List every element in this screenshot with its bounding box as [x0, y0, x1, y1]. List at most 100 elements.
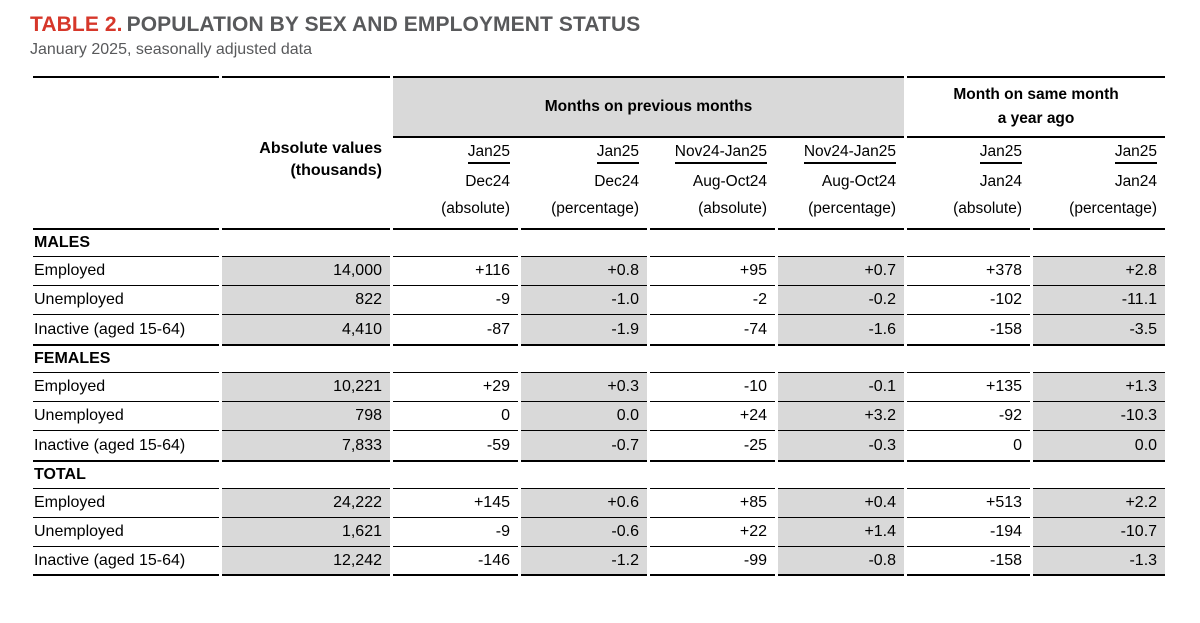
section-spacer-cell: [778, 228, 905, 257]
section-spacer-cell: [222, 344, 390, 373]
cell-value: +0.3: [521, 373, 647, 402]
column-header-row: Jan25 Dec24 (absolute) Jan25 Dec24 (perc…: [33, 138, 1165, 228]
data-row-females-unemployed: Unemployed 798 0 0.0 +24 +3.2 -92 -10.3: [33, 402, 1166, 431]
cell-value: -2: [650, 286, 775, 315]
section-spacer-cell: [778, 344, 905, 373]
cell-value: +2.2: [1033, 489, 1166, 518]
row-label: Unemployed: [33, 402, 219, 431]
cell-value: +29: [393, 373, 518, 402]
cell-value: -9: [393, 518, 518, 547]
cell-value: +2.8: [1033, 257, 1166, 286]
cell-value: -1.2: [521, 547, 647, 576]
cell-value: -11.1: [1033, 286, 1166, 315]
row-label: Unemployed: [33, 286, 219, 315]
cell-value: +1.3: [1033, 373, 1166, 402]
cell-value: -10.7: [1033, 518, 1166, 547]
column-header-jan25-dec24-absolute: Jan25 Dec24 (absolute): [393, 138, 518, 228]
section-spacer-cell: [650, 344, 775, 373]
cell-value: 1,621: [222, 518, 390, 547]
corner-label-line2: (thousands): [290, 162, 382, 179]
group-header-year-ago-line1: Month on same month: [953, 86, 1119, 103]
data-row-females-inactive: Inactive (aged 15-64) 7,833 -59 -0.7 -25…: [33, 431, 1166, 460]
cell-value: -9: [393, 286, 518, 315]
row-label: Inactive (aged 15-64): [34, 320, 186, 338]
section-spacer-cell: [521, 344, 647, 373]
fraction-unit: (percentage): [808, 200, 897, 217]
section-spacer-cell: [393, 460, 518, 489]
fraction-unit: (absolute): [698, 200, 767, 217]
corner-label-line1: Absolute values: [259, 140, 382, 157]
cell-value: 14,000: [222, 257, 390, 286]
cell-value: 10,221: [222, 373, 390, 402]
section-spacer-cell: [650, 228, 775, 257]
cell-value: -92: [907, 402, 1031, 431]
cell-value: -1.9: [521, 315, 647, 344]
section-label: MALES: [33, 228, 219, 257]
cell-value: 822: [222, 286, 390, 315]
data-row-males-unemployed: Unemployed 822 -9 -1.0 -2 -0.2 -102 -11.…: [33, 286, 1166, 315]
section-spacer-cell: [650, 460, 775, 489]
fraction-unit: (percentage): [551, 200, 639, 217]
fraction-numerator: Jan25: [1114, 142, 1158, 164]
group-header-row: Absolute values (thousands) Months on pr…: [33, 76, 1166, 179]
section-spacer-cell: [1033, 228, 1166, 257]
data-row-males-inactive: Inactive (aged 15-64) 4,410 -87 -1.9 -74…: [33, 315, 1166, 344]
row-label: Employed: [33, 489, 219, 518]
table-title-text: POPULATION BY SEX AND EMPLOYMENT STATUS: [126, 13, 641, 36]
cell-value: -0.7: [521, 431, 647, 460]
fraction-numerator: Jan25: [596, 142, 639, 164]
cell-value: +0.6: [521, 489, 647, 518]
column-header-jan25-jan24-absolute: Jan25 Jan24 (absolute): [907, 138, 1030, 228]
cell-value: -59: [486, 436, 510, 454]
cell-value: -99: [650, 547, 775, 576]
cell-value: -0.1: [778, 373, 905, 402]
section-label: FEMALES: [33, 344, 219, 373]
cell-value: +135: [907, 373, 1031, 402]
fraction-denominator: Aug-Oct24: [821, 173, 897, 190]
cell-value: -25: [743, 436, 767, 454]
section-spacer-cell: [1033, 460, 1166, 489]
section-spacer-cell: [393, 228, 518, 257]
cell-value: 0.0: [521, 402, 647, 431]
table-title-number: TABLE 2.: [30, 13, 123, 36]
column-header-nov24jan25-augoct24-percentage: Nov24-Jan25 Aug-Oct24 (percentage): [778, 138, 904, 228]
cell-value: -0.2: [778, 286, 905, 315]
fraction-denominator: Jan24: [979, 173, 1023, 190]
section-spacer-cell: [1033, 344, 1166, 373]
cell-value: +0.4: [778, 489, 905, 518]
section-spacer-cell: [778, 460, 905, 489]
table-title: TABLE 2. POPULATION BY SEX AND EMPLOYMENT…: [30, 12, 1200, 38]
cell-value: -74: [743, 320, 767, 338]
row-label: Unemployed: [33, 518, 219, 547]
cell-value: -146: [393, 547, 518, 576]
cell-value: +22: [650, 518, 775, 547]
column-header-jan25-jan24-percentage: Jan25 Jan24 (percentage): [1033, 138, 1165, 228]
cell-value: -158: [907, 547, 1031, 576]
section-row-total: TOTAL: [33, 460, 1166, 489]
group-header-year-ago-line2: a year ago: [997, 110, 1075, 127]
cell-value: 12,242: [222, 547, 390, 576]
section-row-females: FEMALES: [33, 344, 1166, 373]
fraction-denominator: Dec24: [594, 173, 639, 190]
section-spacer-cell: [907, 460, 1031, 489]
cell-value: -3.5: [1033, 315, 1166, 344]
fraction-unit: (percentage): [1069, 200, 1158, 217]
section-spacer-cell: [222, 228, 390, 257]
cell-value: +0.7: [778, 257, 905, 286]
cell-value: -10: [650, 373, 775, 402]
section-spacer-cell: [521, 460, 647, 489]
group-header-month-on-same-month: Month on same month a year ago: [907, 76, 1166, 138]
population-table: Absolute values (thousands) Months on pr…: [30, 76, 1168, 576]
data-row-total-unemployed: Unemployed 1,621 -9 -0.6 +22 +1.4 -194 -…: [33, 518, 1166, 547]
group-header-months-on-previous-months: Months on previous months: [393, 76, 905, 138]
row-label: Employed: [33, 373, 219, 402]
section-row-males: MALES: [33, 228, 1166, 257]
row-label: Employed: [33, 257, 219, 286]
cell-value: -1.0: [521, 286, 647, 315]
data-row-males-employed: Employed 14,000 +116 +0.8 +95 +0.7 +378 …: [33, 257, 1166, 286]
cell-value: +85: [650, 489, 775, 518]
cell-value: +24: [650, 402, 775, 431]
row-label: Inactive (aged 15-64): [33, 547, 219, 576]
cell-value: +0.8: [521, 257, 647, 286]
cell-value: +1.4: [778, 518, 905, 547]
